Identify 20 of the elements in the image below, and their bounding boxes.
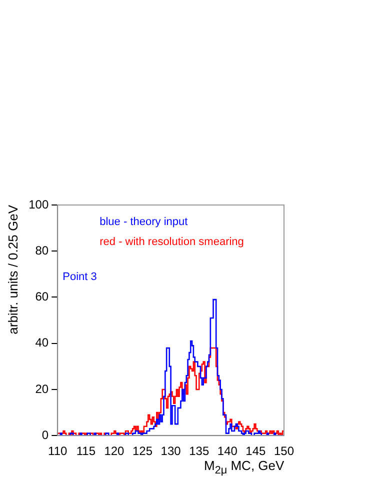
x-axis-title: M$_{2μ}$ MC, GeV bbox=[204, 458, 284, 476]
x-tick-label: 120 bbox=[104, 444, 125, 458]
x-tick-label: 125 bbox=[132, 444, 153, 458]
y-tick-label: 100 bbox=[28, 197, 49, 212]
annotation: Point 3 bbox=[62, 271, 97, 284]
y-axis-title: arbitr. units / 0.25 GeV bbox=[5, 204, 20, 334]
y-tick-label: 0 bbox=[42, 428, 49, 442]
y-tick-label: 80 bbox=[35, 243, 49, 258]
y-tick-label: 20 bbox=[35, 382, 49, 396]
text: blue - theory input bbox=[100, 216, 188, 228]
y-tick-label: 40 bbox=[35, 336, 49, 350]
x-tick-label: 145 bbox=[246, 444, 266, 458]
text: red - with resolution smearing bbox=[100, 236, 244, 248]
y-tick-label: 60 bbox=[35, 290, 49, 304]
x-tick-label: 140 bbox=[217, 444, 238, 458]
x-tick-label: 110 bbox=[48, 444, 68, 458]
x-tick-label: 115 bbox=[76, 444, 96, 458]
x-tick-label: 150 bbox=[274, 444, 294, 458]
x-tick-label: 135 bbox=[189, 444, 210, 458]
x-tick-label: 130 bbox=[160, 444, 182, 458]
